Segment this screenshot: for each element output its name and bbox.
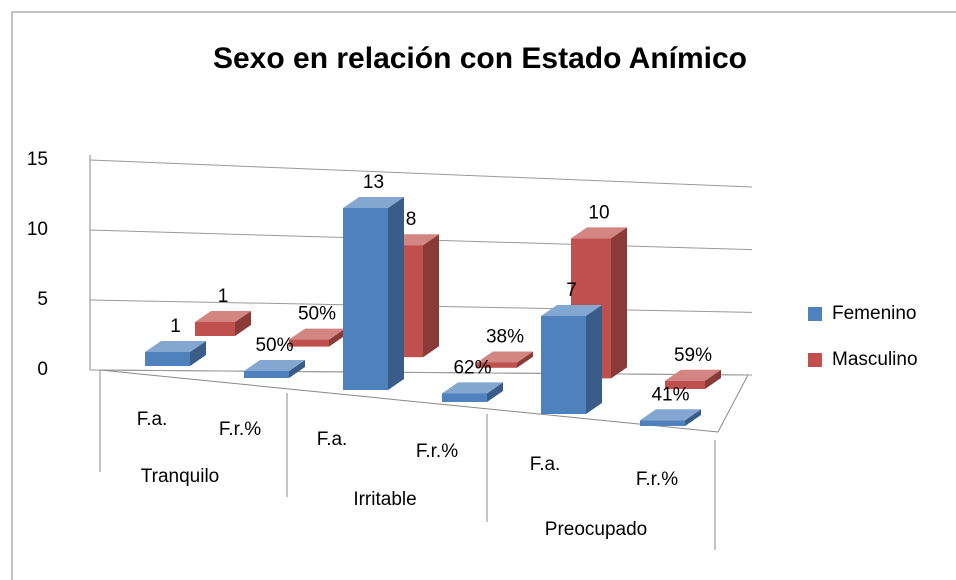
bar-top	[442, 382, 503, 394]
x-tick-label: F.r.%	[636, 469, 678, 490]
bar-side	[190, 341, 206, 366]
bar	[477, 362, 517, 368]
data-label: 50%	[255, 335, 293, 356]
bar-side	[423, 234, 439, 358]
y-tick-label: 5	[37, 289, 48, 310]
data-label: 50%	[298, 304, 336, 325]
legend-swatch	[808, 353, 822, 367]
data-label: 1	[170, 316, 181, 337]
x-tick-label: F.r.%	[219, 419, 261, 440]
bar-top	[145, 341, 206, 352]
legend-label: Masculino	[832, 349, 918, 370]
bar-side	[685, 409, 701, 426]
x-group-label: Tranquilo	[141, 466, 220, 487]
data-label: 62%	[453, 357, 491, 378]
x-tick-label: F.a.	[137, 409, 168, 430]
bar-side	[329, 328, 345, 347]
bar-side	[487, 382, 503, 402]
x-tick-label: F.r.%	[416, 441, 458, 462]
bar	[343, 208, 388, 390]
bar	[541, 316, 586, 414]
bar-top	[289, 328, 345, 340]
bar-top	[665, 369, 721, 381]
bar	[442, 393, 487, 402]
y-tick-label: 0	[37, 359, 48, 380]
bar-top	[195, 311, 251, 322]
bar-top	[640, 409, 701, 421]
bar-side	[611, 227, 627, 379]
grid-line	[89, 159, 753, 188]
bar-side	[705, 369, 721, 389]
bar-top	[477, 351, 533, 363]
x-group-label: Irritable	[353, 489, 416, 510]
x-group-label: Preocupado	[545, 519, 647, 540]
bar	[244, 371, 289, 378]
bar-top	[244, 360, 305, 371]
data-label: 41%	[651, 384, 689, 405]
grid-line	[89, 369, 753, 376]
chart-frame	[11, 11, 956, 580]
data-label: 7	[566, 280, 577, 301]
bar-side	[586, 305, 602, 414]
chart-title: Sexo en relación con Estado Anímico	[213, 42, 747, 75]
data-label: 1	[218, 286, 229, 307]
bar	[145, 352, 190, 366]
bar-top	[541, 305, 602, 316]
bar	[640, 420, 685, 426]
data-label: 10	[588, 202, 609, 223]
x-tick-label: F.a.	[530, 454, 561, 475]
y-tick-label: 15	[27, 149, 48, 170]
bar-side	[289, 360, 305, 378]
legend-label: Femenino	[832, 303, 917, 324]
y-tick-label: 10	[27, 219, 48, 240]
data-label: 59%	[674, 345, 712, 366]
data-label: 13	[363, 172, 384, 193]
bar-top	[343, 197, 404, 208]
bar-side	[388, 197, 404, 390]
bar-top	[571, 227, 627, 239]
bar-side	[235, 311, 251, 336]
bar	[289, 339, 329, 347]
data-label: 38%	[486, 326, 524, 347]
x-tick-label: F.a.	[317, 429, 348, 450]
data-label: 8	[406, 209, 417, 230]
bar	[195, 322, 235, 336]
bar	[665, 380, 705, 389]
legend-swatch	[808, 307, 822, 321]
bar-side	[517, 351, 533, 368]
